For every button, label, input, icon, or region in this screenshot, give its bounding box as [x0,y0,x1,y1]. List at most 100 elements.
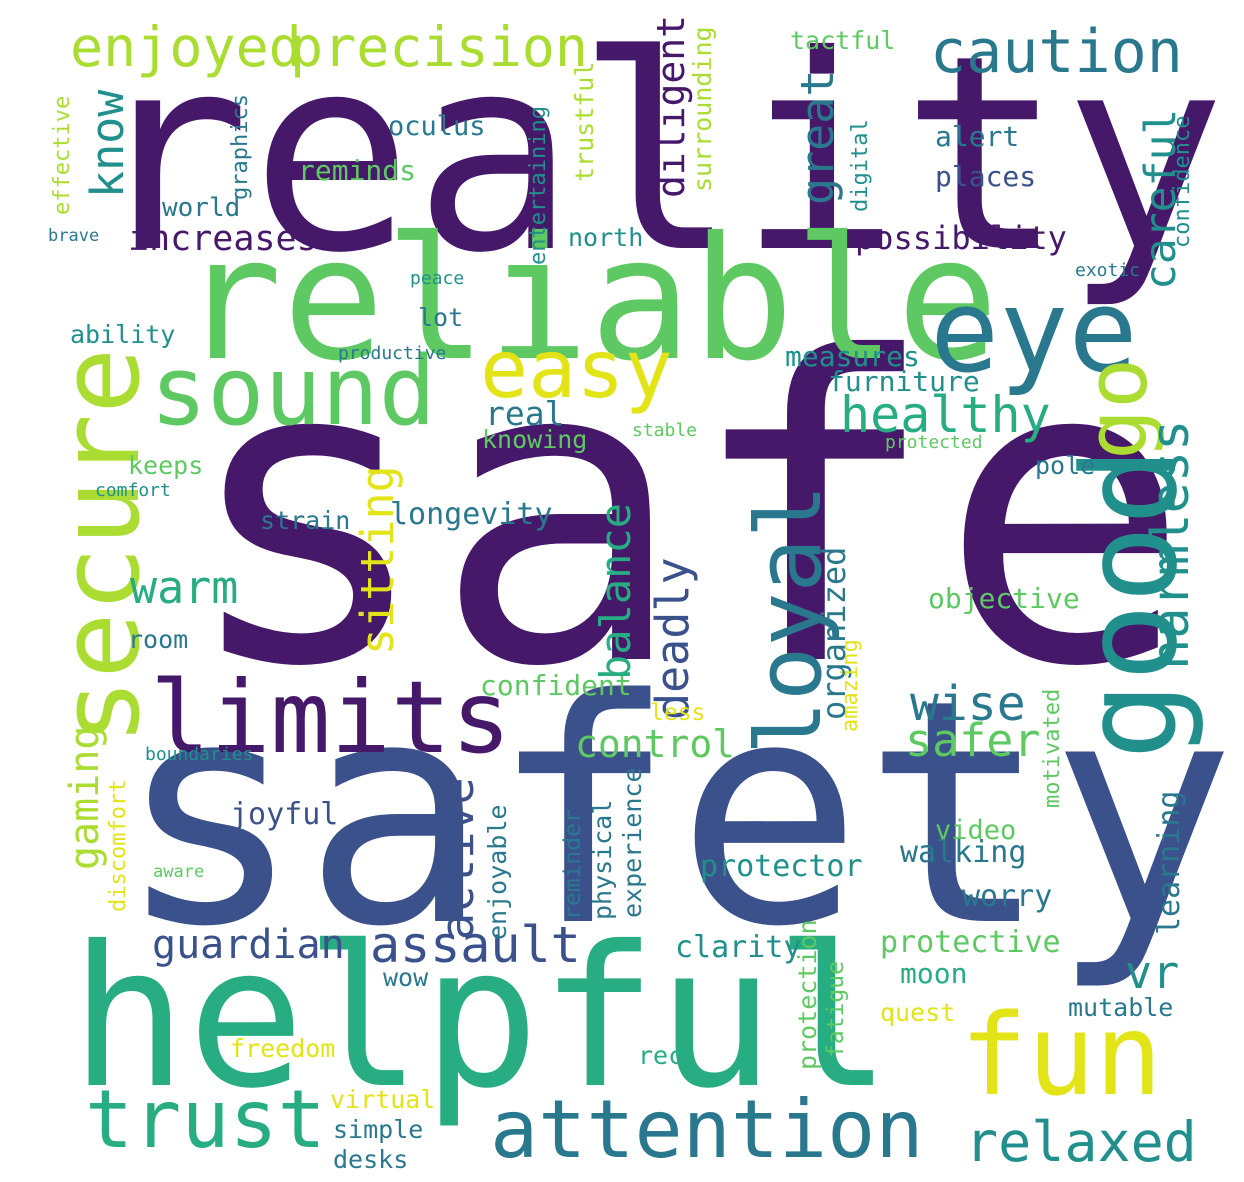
word-protected: protected [885,432,983,453]
word-real: real [485,394,565,433]
word-protective: protective [880,925,1061,960]
word-places: places [935,160,1037,193]
word-caution: caution [930,17,1183,87]
word-easy: easy [480,323,673,416]
word-comfort: comfort [95,480,171,501]
word-aware: aware [153,862,205,882]
word-effective: effective [50,95,75,215]
word-furniture: furniture [828,365,980,398]
word-vr: vr [1125,946,1180,999]
word-reality: reality [88,0,1226,312]
word-video: video [935,815,1017,846]
word-joyful: joyful [230,797,339,832]
word-eye: eye [930,265,1138,399]
word-balance: balance [591,502,640,680]
word-gaming: gaming [62,725,108,871]
word-digital: digital [848,119,873,212]
word-active: active [431,777,484,940]
word-measures: measures [785,340,920,373]
word-walking: walking [900,835,1027,870]
word-tactful: tactful [790,26,896,55]
word-know: know [81,89,134,198]
word-freedom: freedom [230,1034,336,1063]
word-sound: sound [150,337,436,447]
word-control: control [575,722,736,766]
word-warm: warm [130,561,239,614]
word-longevity: longevity [390,497,553,532]
word-moon: moon [900,957,968,990]
word-safety: safety [116,634,1236,995]
word-physical: physical [588,799,617,920]
word-mutable: mutable [1068,993,1174,1022]
word-simple: simple [333,1115,424,1144]
word-helpful: helpful [70,904,892,1131]
word-pole: pole [1035,451,1096,480]
word-learning: learning [1152,790,1187,936]
word-fun: fun [960,991,1163,1121]
word-confidence: confidence [1170,115,1195,248]
word-stable: stable [632,420,698,441]
word-reliable: reliable [180,201,999,399]
word-enjoyed: enjoyed [70,15,302,79]
word-reminder: reminder [560,809,586,920]
word-great: great [791,69,844,205]
word-precision: precision [290,15,589,79]
word-keeps: keeps [128,451,204,480]
word-room: room [128,625,189,654]
word-virtual: virtual [330,1085,436,1114]
word-sitting: sitting [351,465,404,655]
word-entertaining: entertaining [526,106,551,265]
word-safer: safer [905,714,1041,767]
word-safe: safe [180,270,1192,759]
word-reminds: reminds [298,154,417,187]
word-enjoyable: enjoyable [483,804,512,940]
word-lot: lot [418,303,464,332]
word-increases: increases [128,219,318,259]
word-less: less [650,700,706,726]
word-limits: limits [150,659,512,776]
word-diligent: diligent [649,14,693,198]
word-confident: confident [480,669,632,702]
word-north: north [568,223,644,252]
word-knowing: knowing [482,425,588,454]
word-quest: quest [880,998,956,1027]
word-exotic: exotic [1075,260,1141,281]
word-desks: desks [333,1145,409,1174]
word-wise: wise [910,676,1026,732]
word-secure: secure [36,347,164,745]
word-fatigue: fatigue [823,961,849,1058]
word-trust: trust [85,1073,326,1166]
word-worry: worry [962,879,1053,914]
word-experience: experience [618,767,647,918]
word-harmless: harmless [1141,419,1201,670]
word-rec: rec [638,1041,684,1070]
word-world: world [162,193,241,223]
word-possibility: possibility [855,219,1067,257]
word-oculus: oculus [388,111,486,142]
word-ability: ability [70,320,176,349]
word-objective: objective [928,582,1080,615]
word-alert: alert [935,120,1020,153]
word-guardian: guardian [152,922,345,968]
word-protector: protector [700,849,863,884]
word-strain: strain [260,506,351,535]
word-surrounding: surrounding [688,26,717,192]
word-peace: peace [410,268,465,289]
word-protection: protection [793,919,822,1070]
word-wow: wow [383,963,429,992]
word-discomfort: discomfort [106,779,131,912]
word-assault: assault [370,916,581,974]
word-healthy: healthy [840,386,1051,444]
word-attention: attention [490,1083,924,1176]
word-productive: productive [338,343,447,364]
word-relaxed: relaxed [965,1110,1197,1174]
word-boundaries: boundaries [145,744,254,765]
word-motivated: motivated [1040,688,1065,808]
word-brave: brave [48,226,100,246]
word-deadly: deadly [646,557,699,720]
word-amazing: amazing [838,639,863,732]
word-trustful: trustful [570,61,599,182]
word-clarity: clarity [675,930,802,965]
word-graphics: graphics [228,94,253,200]
